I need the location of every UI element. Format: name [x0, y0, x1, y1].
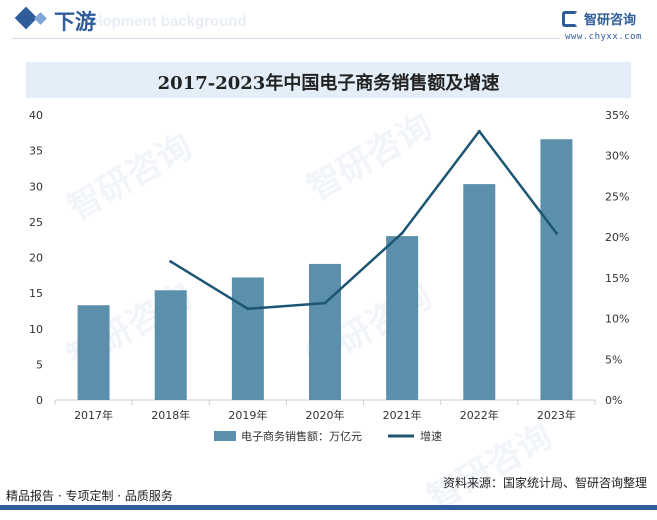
- bar-sales: [463, 184, 496, 400]
- y-left-tick-label: 10: [29, 323, 43, 336]
- bar-sales: [540, 139, 573, 400]
- legend-label-growth: 增速: [420, 429, 442, 443]
- source-note: 资料来源：国家统计局、智研咨询整理: [442, 476, 647, 490]
- header-divider: [12, 38, 560, 39]
- line-growth-point: [169, 260, 173, 264]
- y-left-tick-label: 0: [36, 394, 43, 407]
- bar-sales: [77, 305, 110, 400]
- y-right-tick-label: 30%: [605, 150, 629, 163]
- line-growth-point: [246, 307, 250, 311]
- section-title: 下游: [54, 10, 96, 34]
- logo: 智研咨询 www.chyxx.com: [560, 8, 650, 44]
- chart: 0 5 10 15 20 25 30 35 40 0% 5% 10% 15% 20% 25% 30% 35% 20…: [29, 109, 629, 443]
- bar-sales: [386, 236, 419, 400]
- x-tick-label: 2019年: [228, 408, 267, 422]
- logo-url: www.chyxx.com: [565, 32, 642, 42]
- line-growth: [170, 130, 558, 311]
- y-right-tick-label: 15%: [605, 272, 629, 285]
- line-growth-point: [554, 231, 558, 235]
- y-left-tick-label: 5: [36, 358, 43, 371]
- legend-swatch-sales: [214, 431, 236, 441]
- y-left-tick-label: 15: [29, 287, 43, 300]
- line-growth-point: [400, 231, 404, 235]
- y-left-tick-label: 35: [29, 145, 43, 158]
- header-ghost-text: elopment background: [90, 13, 247, 30]
- chart-title: 2017-2023年中国电子商务销售额及增速: [157, 73, 500, 94]
- y-right-tick-label: 10%: [605, 313, 629, 326]
- x-tick-label: 2018年: [151, 408, 190, 422]
- y-left-tick-label: 40: [29, 109, 43, 122]
- logo-name: 智研咨询: [584, 13, 637, 28]
- x-tick-label: 2023年: [537, 408, 576, 422]
- header: elopment background 下游: [0, 0, 657, 48]
- footer-bar: [0, 505, 657, 510]
- x-tick-label: 2020年: [306, 408, 345, 422]
- bar-sales: [309, 263, 341, 400]
- line-growth-point: [477, 129, 481, 133]
- y-right-tick-label: 25%: [605, 190, 629, 203]
- y-right-tick-label: 20%: [605, 231, 629, 244]
- y-right-tick-label: 35%: [605, 109, 629, 122]
- bar-sales: [231, 277, 264, 400]
- chart-title-band: 2017-2023年中国电子商务销售额及增速: [26, 62, 631, 98]
- x-tick-label: 2021年: [383, 408, 422, 422]
- y-right-tick-label: 0%: [605, 394, 622, 407]
- y-left-tick-label: 25: [29, 216, 43, 229]
- line-growth-point: [323, 301, 327, 305]
- y-left-tick-label: 20: [29, 252, 43, 265]
- header-small-diamond-icon: [34, 12, 47, 25]
- footer-tagline: 精品报告 · 专项定制 · 品质服务: [6, 489, 173, 503]
- logo-mark-icon: [562, 11, 578, 27]
- x-tick-label: 2017年: [74, 408, 113, 422]
- legend-label-sales: 电子商务销售额：万亿元: [241, 429, 362, 443]
- x-tick-label: 2022年: [460, 408, 499, 422]
- bar-sales: [154, 290, 187, 400]
- y-right-tick-label: 5%: [605, 353, 622, 366]
- y-left-tick-label: 30: [29, 180, 43, 193]
